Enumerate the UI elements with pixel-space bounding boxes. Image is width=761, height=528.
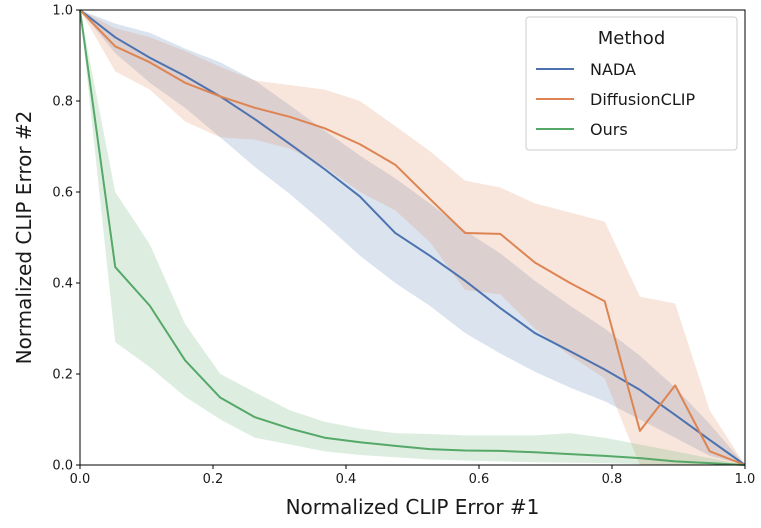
legend: Method NADA DiffusionCLIP Ours — [525, 16, 738, 151]
y-tick-label: 0.2 — [52, 368, 73, 383]
legend-entries: NADA DiffusionCLIP Ours — [536, 60, 695, 139]
series-lines — [79, 9, 746, 466]
y-tick-label: 0.0 — [52, 459, 73, 474]
line-diffusionclip — [79, 9, 746, 466]
y-tick-label: 0.6 — [52, 186, 73, 201]
x-tick-label: 0.4 — [336, 472, 357, 487]
legend-box — [525, 16, 738, 151]
x-tick-label: 0.6 — [469, 472, 490, 487]
y-axis-ticks: 0.0 0.2 0.4 0.6 0.8 1.0 — [52, 4, 80, 474]
plot-frame — [79, 9, 746, 466]
x-axis-title: Normalized CLIP Error #1 — [286, 495, 540, 519]
x-tick-label: 0.2 — [203, 472, 224, 487]
y-tick-label: 1.0 — [52, 4, 73, 19]
band-nada — [80, 10, 745, 465]
band-diffusionclip — [80, 10, 745, 465]
x-tick-label: 0.0 — [70, 472, 91, 487]
line-ours — [79, 9, 746, 466]
legend-title: Method — [598, 28, 666, 49]
y-tick-label: 0.8 — [52, 95, 73, 110]
y-tick-label: 0.4 — [52, 277, 73, 292]
confidence-bands — [80, 10, 745, 465]
x-tick-label: 1.0 — [735, 472, 756, 487]
line-nada — [79, 9, 746, 466]
legend-label-nada: NADA — [590, 60, 636, 79]
x-axis-ticks: 0.0 0.2 0.4 0.6 0.8 1.0 — [70, 465, 756, 487]
y-axis-title: Normalized CLIP Error #2 — [12, 111, 36, 365]
legend-label-diffusionclip: DiffusionCLIP — [590, 90, 695, 109]
x-tick-label: 0.8 — [602, 472, 623, 487]
legend-label-ours: Ours — [590, 120, 628, 139]
